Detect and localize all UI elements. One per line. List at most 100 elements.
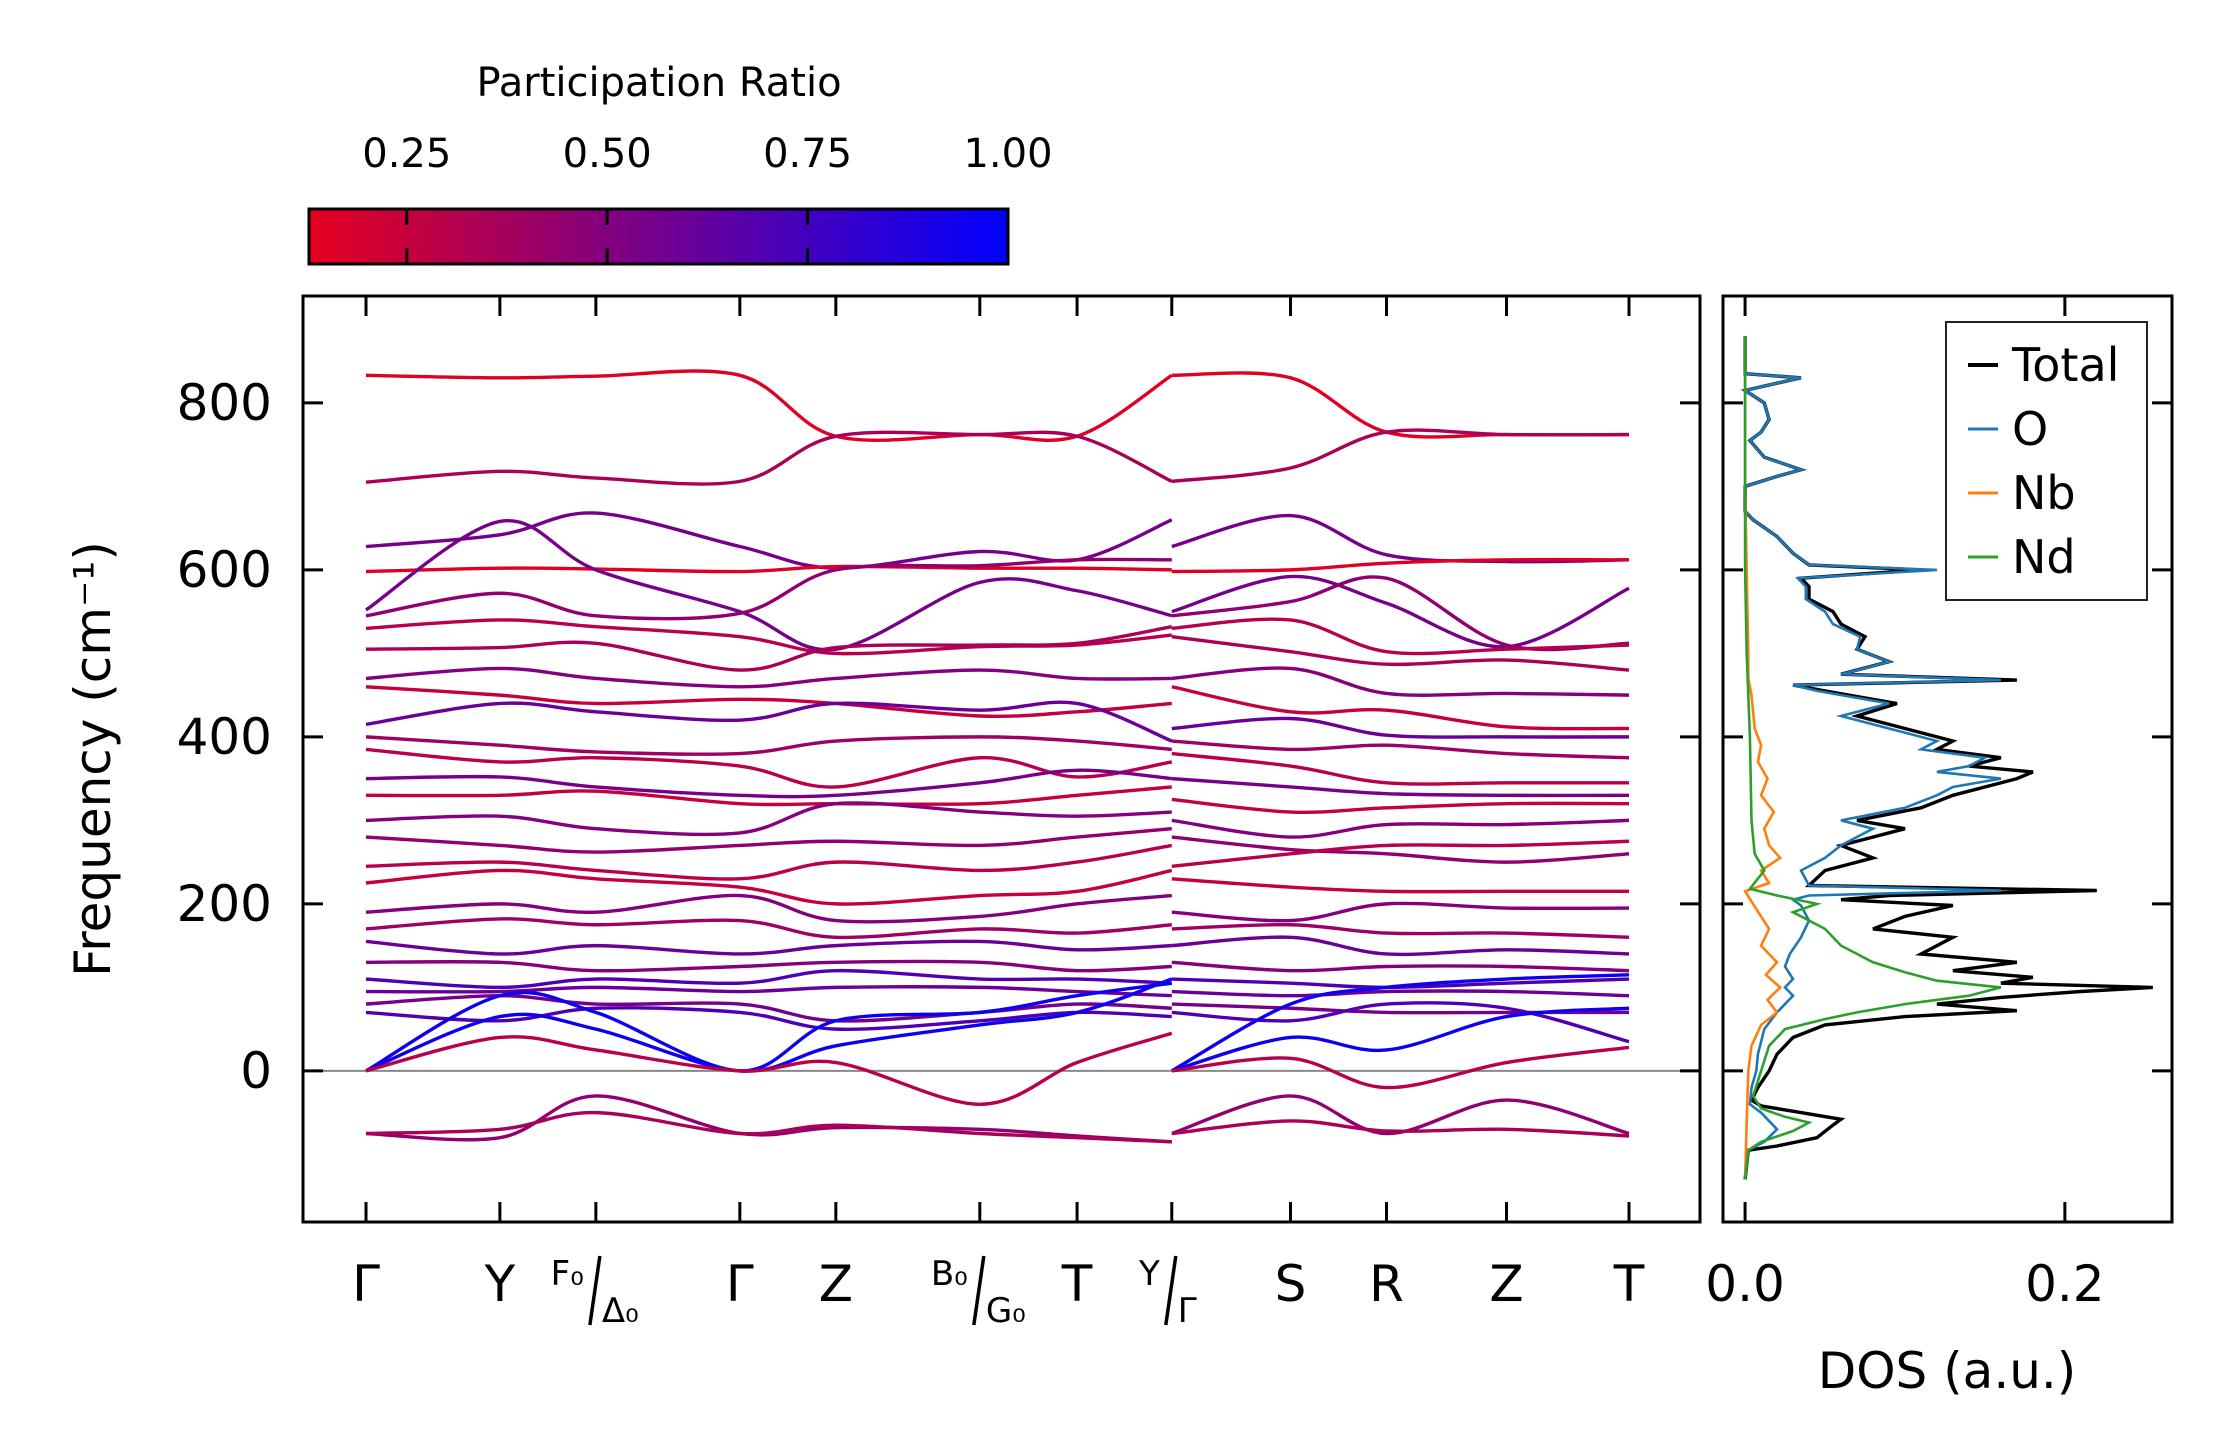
dos-x-axis-label: DOS (a.u.) [1818,1342,2077,1400]
phonon-band [1171,666,1630,697]
k-point-label: Γ [352,1255,380,1313]
dos-curve-nd [1743,336,2002,1180]
k-point-slash [588,1255,602,1326]
legend-label-nd: Nd [2012,530,2076,584]
phonon-band [365,893,1172,924]
phonon-band [1171,1094,1630,1136]
phonon-band [1171,574,1630,649]
dos-legend: Total O Nb Nd [1945,321,2148,601]
phonon-band [365,939,1172,956]
phonon-band [1171,922,1630,939]
colorbar: Participation Ratio 0.25 0.50 0.75 1.00 [307,60,1053,266]
legend-label-total: Total [2011,338,2119,392]
phonon-band [1171,839,1630,868]
phonon-band [365,1006,1172,1031]
phonon-band [1171,1001,1630,1044]
k-point-label-post: Γ [1178,1291,1197,1331]
plot-frame [301,294,1702,1224]
phonon-band [365,981,1173,1073]
phonon-band [1171,685,1630,731]
phonon-band [365,1110,1172,1144]
phonon-band [1171,634,1630,672]
colorbar-tick-label: 0.50 [563,131,652,177]
phonon-band [1171,428,1630,484]
k-point-slash [1164,1255,1178,1326]
phonon-band [1171,877,1629,894]
colorbar-tick-label: 1.00 [963,131,1052,177]
dos-frame [1721,294,2174,1224]
phonon-band [365,1031,1173,1106]
phonon-band [1171,776,1630,798]
dos-x-tick-label: 0.0 [1705,1255,1785,1313]
phonon-band [365,959,1172,973]
phonon-band [1171,935,1630,957]
k-point-label: S [1275,1255,1307,1313]
phonon-band [365,564,1172,574]
k-point-label: R [1369,1255,1404,1313]
y-tick-label: 400 [177,708,272,766]
phonon-band [1171,371,1630,439]
k-point-label: Y [484,1255,516,1313]
phonon-band [365,430,1173,486]
phonon-band [1171,1119,1630,1138]
phonon-band [365,1094,1172,1144]
legend-box [1945,321,2148,601]
phonon-band [365,735,1172,756]
phonon-band [365,685,1172,718]
k-point-label-pre: F₀ [551,1254,584,1294]
phonon-band [365,666,1172,689]
k-point-label-post: G₀ [986,1291,1026,1331]
k-point-label: T [1613,1255,1645,1313]
phonon-band [1171,901,1630,923]
k-point-label-pre: B₀ [931,1254,968,1294]
phonon-band [1171,557,1630,574]
phonon-band [1170,973,1630,1073]
colorbar-gradient [307,207,1010,266]
phonon-band [365,624,1173,672]
phonon-band [365,843,1173,881]
k-point-label-post: Δ₀ [602,1291,639,1331]
phonon-band [365,768,1172,799]
phonon-band [1171,716,1630,739]
phonon-band [365,557,1172,621]
phonon-band [365,827,1172,854]
colorbar-tick-label: 0.75 [763,131,852,177]
phonon-band [1171,835,1630,864]
k-point-label: Γ [726,1255,754,1313]
phonon-band [1171,960,1630,973]
k-point-label: T [1061,1255,1093,1313]
phonon-band [365,700,1173,743]
k-point-label: Z [819,1255,853,1313]
phonon-band [365,785,1172,807]
colorbar-tick-label: 0.25 [362,131,451,177]
phonon-band [1171,818,1630,839]
colorbar-title: Participation Ratio [476,60,841,106]
y-tick-label: 600 [177,541,272,599]
phonon-band [365,868,1173,906]
y-tick-label: 0 [240,1042,272,1100]
phonon-band [365,968,1172,990]
phonon-band [1171,989,1630,998]
legend-label-o: O [2012,402,2048,456]
legend-label-nb: Nb [2012,466,2076,520]
phonon-band [1171,1045,1630,1090]
phonon-band [1171,797,1630,814]
k-point-label-pre: Y [1138,1254,1160,1294]
phonon-band [365,801,1172,837]
phonon-band [1171,751,1629,786]
phonon-band [1171,513,1630,564]
phonon-band [365,985,1172,998]
phonon-band [1171,1006,1630,1073]
dos-x-tick-label: 0.2 [2025,1255,2105,1313]
y-tick-label: 800 [177,374,272,432]
phonon-band [1171,575,1630,652]
k-point-slash [972,1255,986,1326]
phonon-band [365,917,1172,940]
dos-curve-nb [1743,336,1783,1180]
y-tick-label: 200 [177,875,272,933]
k-point-label: Z [1489,1255,1523,1313]
phonon-band [365,369,1173,442]
phonon-band [365,747,1173,789]
phonon-band [1171,739,1630,760]
